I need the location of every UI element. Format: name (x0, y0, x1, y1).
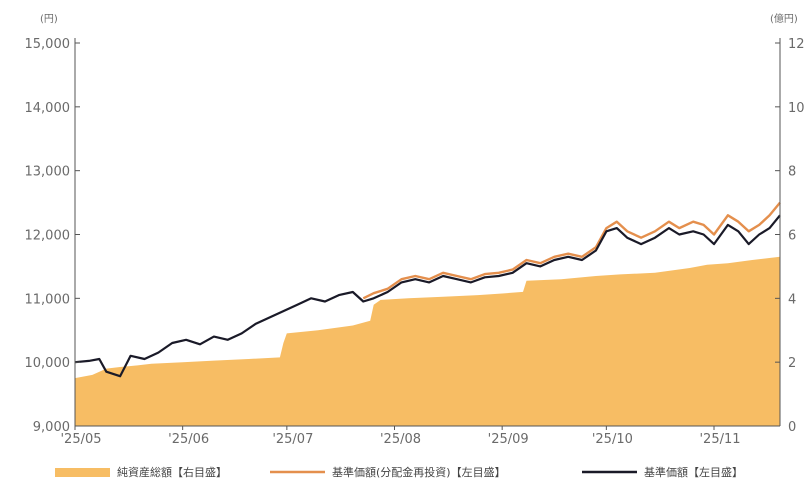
x-tick-label: '25/09 (488, 432, 529, 447)
x-tick-label: '25/10 (592, 432, 633, 447)
left-tick-label: 11,000 (25, 292, 71, 307)
left-tick-label: 12,000 (25, 229, 71, 244)
legend-label: 基準価額(分配金再投資)【左目盛】 (332, 465, 506, 479)
left-axis-ticks: 15,000 14,000 13,000 12,000 11,000 10,000 9,00… (25, 37, 80, 435)
x-tick-label: '25/05 (60, 432, 101, 447)
left-axis-unit: (円) (40, 14, 58, 25)
left-tick-label: 14,000 (25, 101, 71, 116)
left-tick-label: 10,000 (25, 356, 71, 371)
legend-label: 基準価額【左目盛】 (644, 465, 743, 479)
x-tick-label: '25/11 (699, 432, 740, 447)
legend: 純資産総額【右目盛】 基準価額(分配金再投資)【左目盛】 基準価額【左目盛】 (55, 465, 743, 479)
x-tick-label: '25/08 (380, 432, 421, 447)
right-tick-label: 12 (788, 37, 805, 52)
x-tick-label: '25/07 (272, 432, 313, 447)
right-tick-label: 4 (788, 292, 796, 307)
right-tick-label: 0 (788, 420, 796, 435)
right-tick-label: 10 (788, 101, 805, 116)
series-line-nav-reinvested (362, 201, 781, 300)
line-layer (74, 201, 781, 378)
left-tick-label: 15,000 (25, 37, 71, 52)
x-tick-label: '25/06 (168, 432, 209, 447)
legend-swatch-area (55, 468, 110, 477)
legend-label: 純資産総額【右目盛】 (117, 465, 227, 479)
right-axis-unit: (億円) (770, 12, 798, 25)
left-tick-label: 13,000 (25, 165, 71, 180)
area-layer (75, 256, 780, 426)
right-tick-label: 6 (788, 229, 796, 244)
right-tick-label: 2 (788, 356, 796, 371)
series-line-nav (74, 214, 781, 378)
series-area-net-assets (75, 256, 780, 426)
right-axis-ticks: 12 10 8 6 4 2 0 (775, 37, 805, 435)
right-tick-label: 8 (788, 165, 796, 180)
x-axis-ticks: '25/05 '25/06 '25/07 '25/08 '25/09 '25/10 '25/… (60, 426, 741, 447)
left-tick-label: 9,000 (33, 420, 70, 435)
